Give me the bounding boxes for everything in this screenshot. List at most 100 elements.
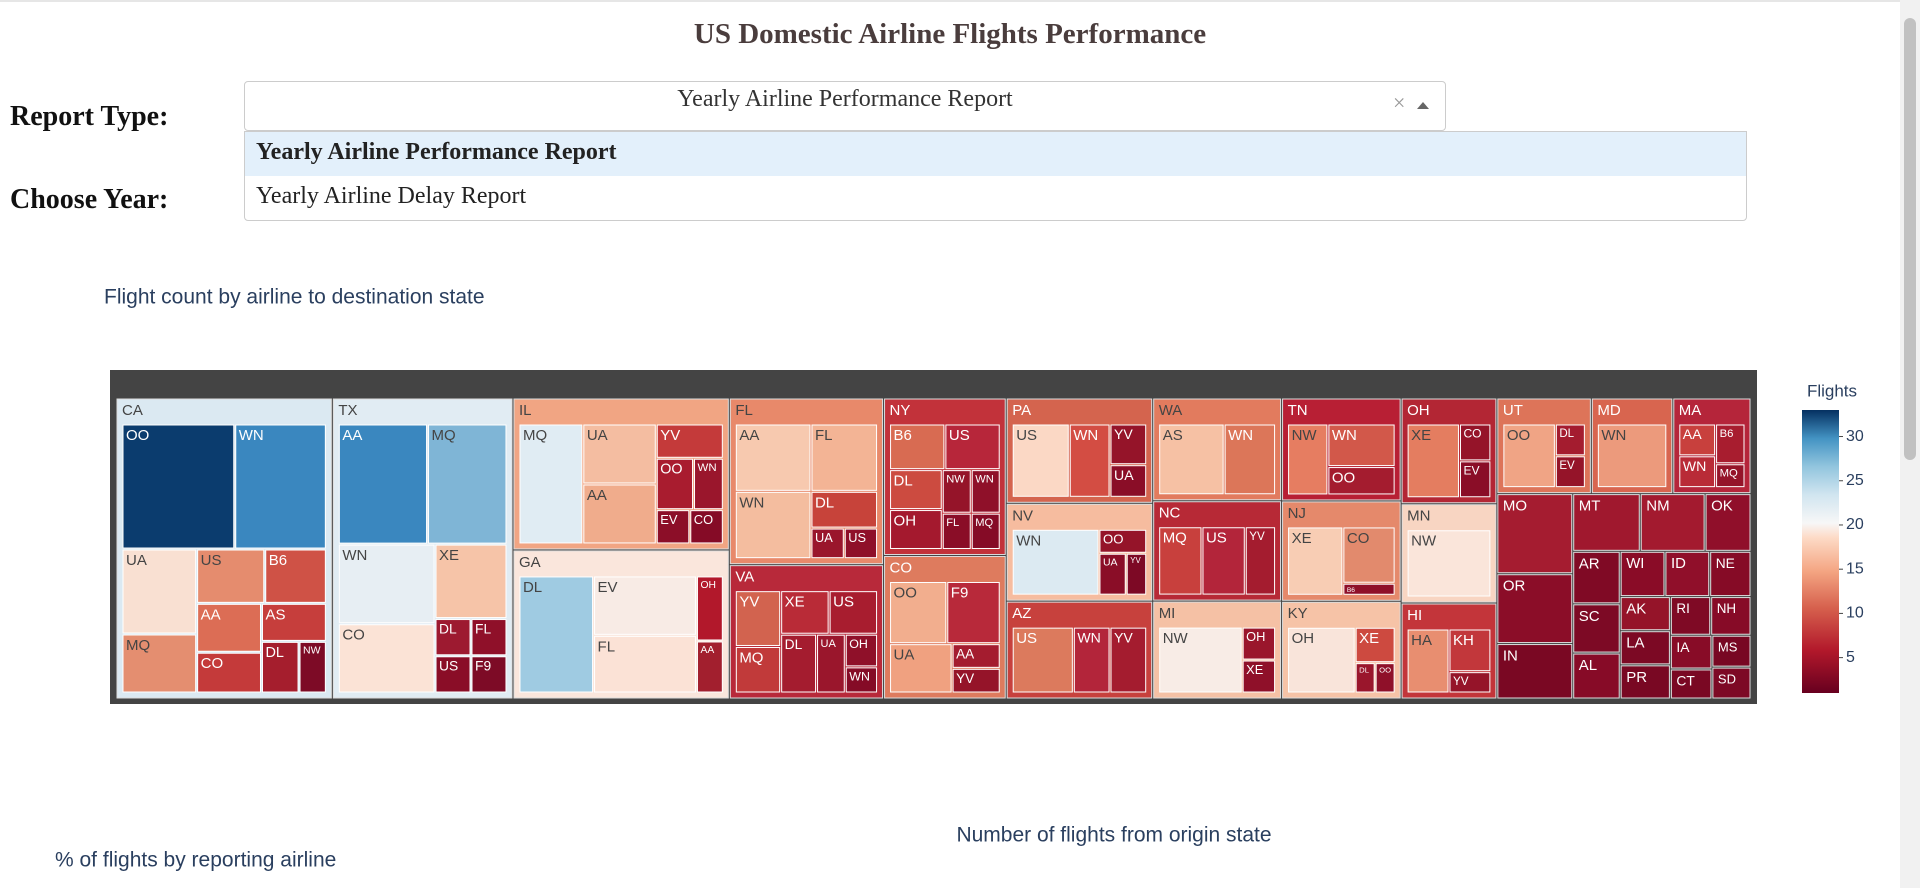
airline-label: NW xyxy=(303,644,321,656)
clear-button[interactable]: × xyxy=(1393,90,1406,115)
airline-label: XE xyxy=(785,594,805,611)
state-label: OR xyxy=(1503,578,1526,595)
state-label: ID xyxy=(1671,556,1686,572)
state-label: NC xyxy=(1159,505,1181,522)
state-label: TX xyxy=(338,402,357,419)
form-label: Choose Year: xyxy=(10,184,169,215)
state-tile xyxy=(1620,551,1665,597)
airline-label: YV xyxy=(1114,629,1133,645)
airline-label: OH xyxy=(1292,630,1315,647)
airline-tile xyxy=(1407,424,1459,498)
airline-tile xyxy=(122,634,197,693)
airline-tile xyxy=(1126,553,1147,595)
state-label: LA xyxy=(1626,635,1644,652)
airline-tile xyxy=(583,424,656,484)
airline-tile xyxy=(696,641,723,693)
airline-label: US xyxy=(848,530,866,545)
state-label: IL xyxy=(519,402,532,419)
airline-tile xyxy=(781,634,817,693)
airline-tile xyxy=(594,635,696,693)
airline-label: DL xyxy=(815,494,834,511)
airline-label: YV xyxy=(1130,556,1141,565)
airline-tile xyxy=(829,591,878,634)
airline-tile xyxy=(261,603,326,641)
airline-label: AA xyxy=(700,645,714,656)
airline-tile xyxy=(971,513,1000,549)
airline-label: AA xyxy=(1683,426,1702,442)
dropdown[interactable]: Yearly Airline Performance Report × xyxy=(244,81,1446,131)
airline-tile xyxy=(1159,627,1242,693)
airline-tile xyxy=(781,591,829,634)
airline-tile xyxy=(594,576,696,635)
airline-label: B6 xyxy=(1720,428,1734,440)
airline-tile xyxy=(338,544,435,624)
airline-tile xyxy=(735,591,781,646)
dropdown-caret[interactable] xyxy=(1417,102,1429,109)
state-tile xyxy=(1573,551,1620,604)
dropdown-option[interactable]: Yearly Airline Performance Report xyxy=(245,132,1746,176)
state-label: CA xyxy=(122,402,143,419)
airline-label: US xyxy=(1016,630,1037,647)
airline-label: WN xyxy=(1601,427,1626,444)
airline-tile xyxy=(694,458,723,510)
state-label: RI xyxy=(1676,601,1689,616)
state-label: MN xyxy=(1407,508,1430,525)
airline-tile xyxy=(845,667,878,693)
airline-tile xyxy=(1288,527,1343,595)
airline-tile xyxy=(817,634,845,693)
airline-label: OH xyxy=(1246,629,1265,644)
state-label: VA xyxy=(735,569,754,586)
colorbar-tick-label: 30 xyxy=(1846,428,1864,445)
top-border xyxy=(0,0,1920,2)
state-label: MD xyxy=(1597,402,1620,419)
airline-tile xyxy=(1159,527,1202,595)
state-tile xyxy=(1497,574,1573,644)
state-label: WI xyxy=(1626,556,1644,572)
airline-label: OO xyxy=(1379,665,1391,674)
airline-label: XE xyxy=(1246,662,1263,677)
airline-label: YV xyxy=(1114,426,1133,442)
airline-label: WN xyxy=(1077,629,1100,645)
airline-label: US xyxy=(1206,530,1227,547)
scrollbar-thumb[interactable] xyxy=(1904,18,1916,460)
airline-tile xyxy=(844,528,878,559)
airline-label: WN xyxy=(975,473,994,485)
colorbar xyxy=(1802,410,1839,693)
airline-tile xyxy=(265,549,326,603)
airline-label: WN xyxy=(849,670,870,684)
airline-tile xyxy=(1110,465,1147,497)
airline-label: AS xyxy=(1163,427,1183,444)
colorbar-tick-label: 15 xyxy=(1846,560,1864,577)
airline-tile xyxy=(696,576,723,641)
airline-tile xyxy=(1355,663,1375,693)
airline-tile xyxy=(1449,629,1491,672)
airline-tile xyxy=(735,491,811,559)
state-label: OH xyxy=(1407,402,1430,419)
airline-tile xyxy=(942,513,971,549)
airline-tile xyxy=(690,510,723,544)
state-label: PR xyxy=(1626,669,1647,686)
airline-label: EV xyxy=(660,512,678,527)
airline-label: DL xyxy=(265,645,283,661)
state-label: MA xyxy=(1679,402,1702,419)
colorbar-tick-label: 10 xyxy=(1846,605,1864,622)
airline-label: B6 xyxy=(894,427,912,444)
airline-label: CO xyxy=(201,655,224,672)
state-label: SD xyxy=(1718,672,1736,687)
airline-label: B6 xyxy=(269,552,287,569)
airline-label: DL xyxy=(1359,665,1370,674)
airline-tile xyxy=(811,491,878,528)
airline-label: F9 xyxy=(475,658,491,674)
airline-label: OO xyxy=(126,427,149,444)
airline-label: AA xyxy=(201,606,221,623)
airline-tile xyxy=(299,641,326,693)
airline-tile xyxy=(435,656,471,693)
state-label: MS xyxy=(1718,640,1738,655)
airline-tile xyxy=(1459,461,1491,498)
airline-tile xyxy=(1597,424,1667,488)
state-tile xyxy=(1712,635,1751,667)
airline-tile xyxy=(1679,424,1716,456)
airline-tile xyxy=(1328,467,1395,495)
dropdown-option[interactable]: Yearly Airline Delay Report xyxy=(256,183,527,209)
